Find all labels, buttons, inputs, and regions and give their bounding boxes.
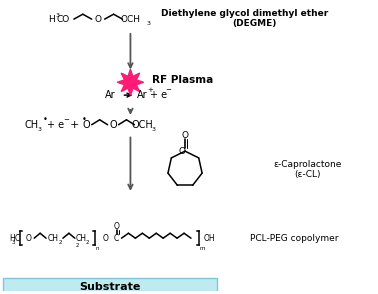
Text: OCH: OCH — [132, 120, 153, 130]
Text: 3: 3 — [12, 240, 15, 245]
Text: +: + — [70, 120, 79, 130]
Text: CO: CO — [56, 15, 70, 24]
Text: (ε-CL): (ε-CL) — [294, 170, 321, 178]
Text: ε-Caprolactone: ε-Caprolactone — [273, 160, 341, 169]
Text: 3: 3 — [37, 127, 41, 132]
Text: 2: 2 — [58, 240, 62, 245]
Text: O: O — [178, 147, 186, 156]
Text: 2: 2 — [76, 243, 80, 248]
Text: +: + — [147, 87, 153, 93]
Text: −: − — [63, 117, 69, 123]
Text: −: − — [165, 87, 171, 93]
Text: H: H — [9, 234, 15, 243]
Text: Substrate: Substrate — [79, 282, 141, 292]
Text: C: C — [114, 234, 119, 243]
Text: Ar: Ar — [105, 90, 116, 100]
Text: OH: OH — [204, 234, 216, 243]
Text: Ar: Ar — [137, 90, 148, 100]
Text: 2: 2 — [86, 240, 90, 245]
Polygon shape — [117, 69, 144, 95]
Text: O: O — [110, 120, 118, 130]
Text: CH: CH — [24, 120, 38, 130]
Text: PCL-PEG copolymer: PCL-PEG copolymer — [250, 234, 338, 243]
Text: + e: + e — [47, 120, 65, 130]
Text: CH: CH — [75, 234, 86, 243]
Text: O: O — [94, 15, 101, 24]
Bar — [3, 278, 217, 294]
Text: 3: 3 — [151, 127, 155, 132]
Text: (DEGME): (DEGME) — [232, 19, 277, 28]
Text: m: m — [199, 245, 204, 250]
Text: •: • — [81, 115, 86, 124]
Text: CH: CH — [48, 234, 59, 243]
Text: OCH: OCH — [121, 15, 141, 24]
Text: Diethylene glycol dimethyl ether: Diethylene glycol dimethyl ether — [161, 9, 328, 18]
Text: n: n — [96, 245, 99, 250]
Text: RF Plasma: RF Plasma — [152, 75, 214, 85]
Text: O: O — [181, 131, 189, 140]
Text: O: O — [83, 120, 91, 130]
Text: 3: 3 — [56, 13, 60, 18]
Text: O: O — [114, 222, 119, 231]
Text: 3: 3 — [146, 21, 150, 26]
Text: H: H — [48, 15, 54, 24]
Text: O: O — [25, 234, 31, 243]
Text: + e: + e — [150, 90, 167, 100]
Text: C: C — [15, 234, 20, 243]
Text: O: O — [103, 234, 108, 243]
Text: •: • — [43, 115, 48, 124]
